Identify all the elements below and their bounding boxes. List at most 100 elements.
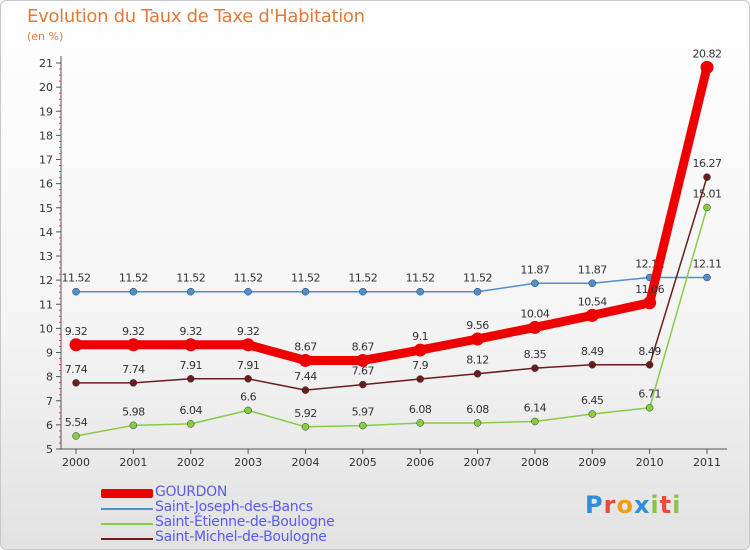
y-tick-label: 9 (46, 347, 53, 360)
x-tick-label: 2009 (578, 456, 606, 469)
data-label: 7.74 (122, 363, 145, 376)
x-tick-label: 2004 (291, 456, 319, 469)
data-label: 8.67 (294, 340, 317, 353)
data-point (359, 421, 367, 430)
data-point (473, 369, 482, 378)
data-label: 9.32 (179, 325, 202, 338)
legend-swatch (101, 538, 153, 540)
x-tick-label: 2008 (521, 456, 549, 469)
y-tick-label: 14 (39, 226, 53, 239)
data-point (703, 173, 711, 181)
data-label: 11.52 (463, 272, 492, 285)
data-label: 11.52 (119, 272, 148, 285)
data-label: 11.52 (62, 272, 91, 285)
x-tick-label: 2011 (693, 456, 721, 469)
data-label: 11.87 (520, 263, 549, 276)
legend-label: Saint-Étienne-de-Boulogne (155, 514, 335, 530)
y-tick-label: 21 (39, 57, 53, 70)
data-point (588, 361, 597, 369)
x-tick-label: 2005 (349, 456, 377, 469)
data-point (416, 419, 424, 427)
series-line-3 (75, 176, 708, 391)
x-tick-label: 2006 (406, 456, 434, 469)
data-label: 6.71 (638, 388, 661, 401)
y-axis-unit-label: (en %) (27, 30, 64, 43)
data-point (588, 279, 597, 288)
data-point (72, 432, 80, 440)
data-point (129, 421, 138, 430)
data-label: 6.08 (409, 403, 432, 416)
data-point (471, 332, 485, 346)
data-point (301, 287, 310, 296)
data-point (359, 287, 367, 296)
data-point (186, 420, 195, 428)
y-tick-label: 8 (46, 371, 53, 384)
y-tick-label: 10 (39, 322, 53, 335)
data-label: 6.08 (466, 403, 489, 416)
y-tick-label: 12 (39, 274, 53, 287)
logo-letter: t (659, 491, 673, 519)
data-label: 9.32 (65, 325, 88, 338)
legend-swatch (101, 523, 153, 525)
series-line-2 (75, 206, 708, 437)
data-label: 8.49 (581, 345, 604, 358)
data-point (129, 379, 138, 387)
y-tick-label: 17 (39, 154, 53, 167)
y-tick-label: 20 (39, 81, 53, 94)
data-label: 5.98 (122, 405, 145, 418)
data-label: 15.01 (693, 188, 722, 201)
data-point (588, 410, 597, 418)
y-tick-label: 19 (39, 105, 53, 118)
data-point (645, 361, 654, 369)
x-tick-label: 2003 (234, 456, 262, 469)
chart-title: Evolution du Taux de Taxe d'Habitation (27, 6, 365, 27)
data-label: 10.54 (578, 295, 607, 308)
data-label: 8.12 (466, 354, 489, 367)
data-point (703, 273, 711, 282)
data-point (703, 203, 711, 212)
data-label: 7.67 (352, 365, 375, 378)
data-label: 5.97 (352, 406, 375, 419)
data-point (244, 406, 252, 415)
y-tick-label: 15 (39, 202, 53, 215)
data-point (301, 386, 310, 394)
data-label: 9.56 (466, 319, 489, 332)
data-label: 9.32 (237, 325, 260, 338)
data-point (700, 60, 714, 74)
data-point (184, 338, 198, 352)
x-tick-label: 2007 (464, 456, 492, 469)
legend-label: Saint-Joseph-des-Bancs (155, 499, 313, 515)
data-point (416, 287, 424, 296)
data-label: 7.91 (179, 359, 202, 372)
data-label: 9.1 (412, 330, 428, 343)
y-tick-label: 5 (46, 443, 53, 456)
data-point (72, 379, 80, 387)
data-label: 8.67 (352, 340, 375, 353)
data-point (413, 343, 427, 357)
x-tick-label: 2000 (62, 456, 90, 469)
data-label: 12.11 (693, 257, 722, 270)
data-label: 6.04 (179, 404, 202, 417)
y-tick-label: 16 (39, 178, 53, 191)
x-tick-label: 2010 (636, 456, 664, 469)
y-tick-label: 11 (39, 298, 53, 311)
data-label: 16.27 (693, 157, 722, 170)
data-point (72, 287, 80, 296)
data-point (416, 375, 424, 383)
logo-letter: x (633, 491, 651, 519)
data-point (241, 338, 255, 352)
data-label: 5.54 (65, 416, 88, 429)
data-point (531, 364, 539, 372)
logo-letter: P (585, 491, 604, 519)
logo-letter: i (650, 491, 660, 519)
y-tick-label: 18 (39, 129, 53, 142)
data-point (473, 287, 482, 296)
y-tick-label: 13 (39, 250, 53, 263)
data-label: 9.32 (122, 325, 145, 338)
data-point (645, 403, 654, 412)
series-line-0 (71, 62, 712, 365)
data-label: 20.82 (693, 47, 722, 60)
data-point (531, 279, 539, 288)
data-point (244, 287, 252, 296)
data-point (126, 338, 140, 352)
